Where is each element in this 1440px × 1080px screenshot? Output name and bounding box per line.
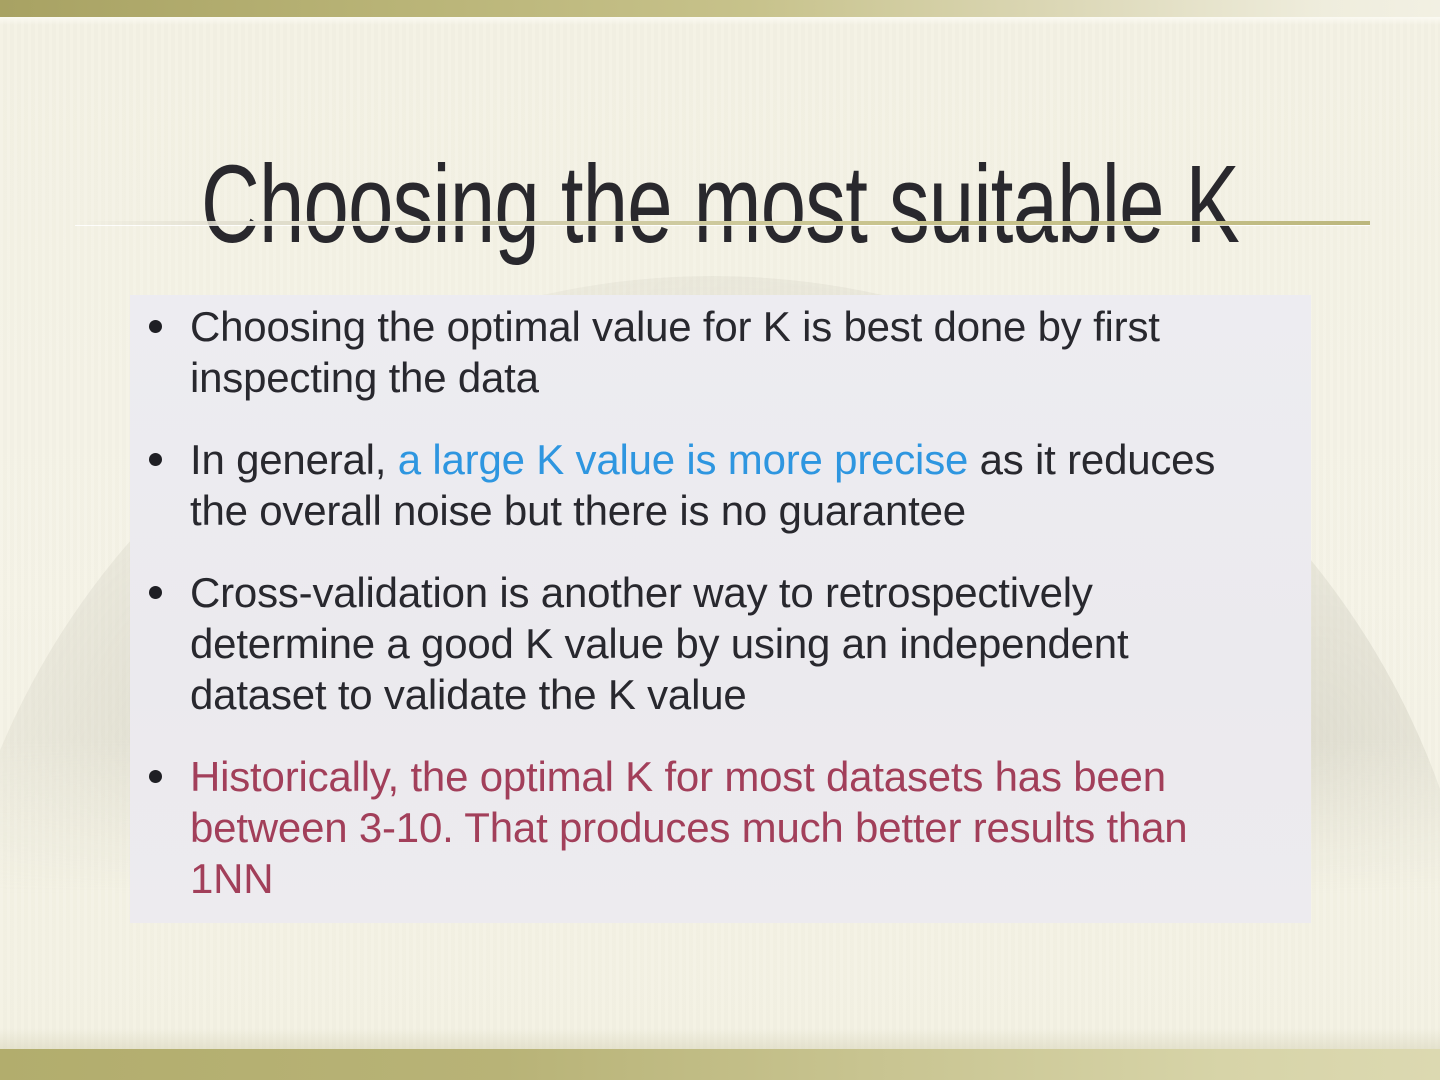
bullet-text-segment-default: In general,: [190, 436, 398, 483]
top-accent-bar-highlight: [0, 17, 1440, 25]
title-divider-line: [75, 221, 1370, 225]
bullet-text: Cross-validation is another way to retro…: [190, 567, 1129, 720]
slide-title: Choosing the most suitable K: [200, 142, 1240, 266]
bullet-text: In general, a large K value is more prec…: [190, 434, 1215, 536]
bullet-text: Choosing the optimal value for K is best…: [190, 301, 1160, 403]
bottom-accent-bar: [0, 1049, 1440, 1080]
content-panel: Choosing the optimal value for K is best…: [130, 295, 1311, 923]
bullet-text-segment-default: as it reduces the overall noise but ther…: [190, 436, 1216, 534]
bullet-dot-icon: [149, 453, 162, 466]
bullet-text-segment-blue: a large K value is more precise: [397, 436, 969, 483]
bullet-text-segment-default: Choosing the optimal value for K is best…: [190, 303, 1160, 401]
bullet-dot-icon: [149, 586, 162, 599]
bullet-item: Historically, the optimal K for most dat…: [130, 751, 1311, 904]
bullet-text: Historically, the optimal K for most dat…: [190, 751, 1188, 904]
bullet-text-segment-maroon: Historically, the optimal K for most dat…: [190, 753, 1188, 902]
bottom-bar-shadow: [0, 1028, 1440, 1049]
bullet-item: In general, a large K value is more prec…: [130, 434, 1311, 536]
bullet-item: Choosing the optimal value for K is best…: [130, 301, 1311, 403]
bullet-dot-icon: [149, 320, 162, 333]
top-accent-bar: [0, 0, 1440, 17]
bullet-item: Cross-validation is another way to retro…: [130, 567, 1311, 720]
bullet-dot-icon: [149, 770, 162, 783]
bullet-text-segment-default: Cross-validation is another way to retro…: [190, 569, 1129, 718]
bullet-list: Choosing the optimal value for K is best…: [130, 301, 1311, 904]
